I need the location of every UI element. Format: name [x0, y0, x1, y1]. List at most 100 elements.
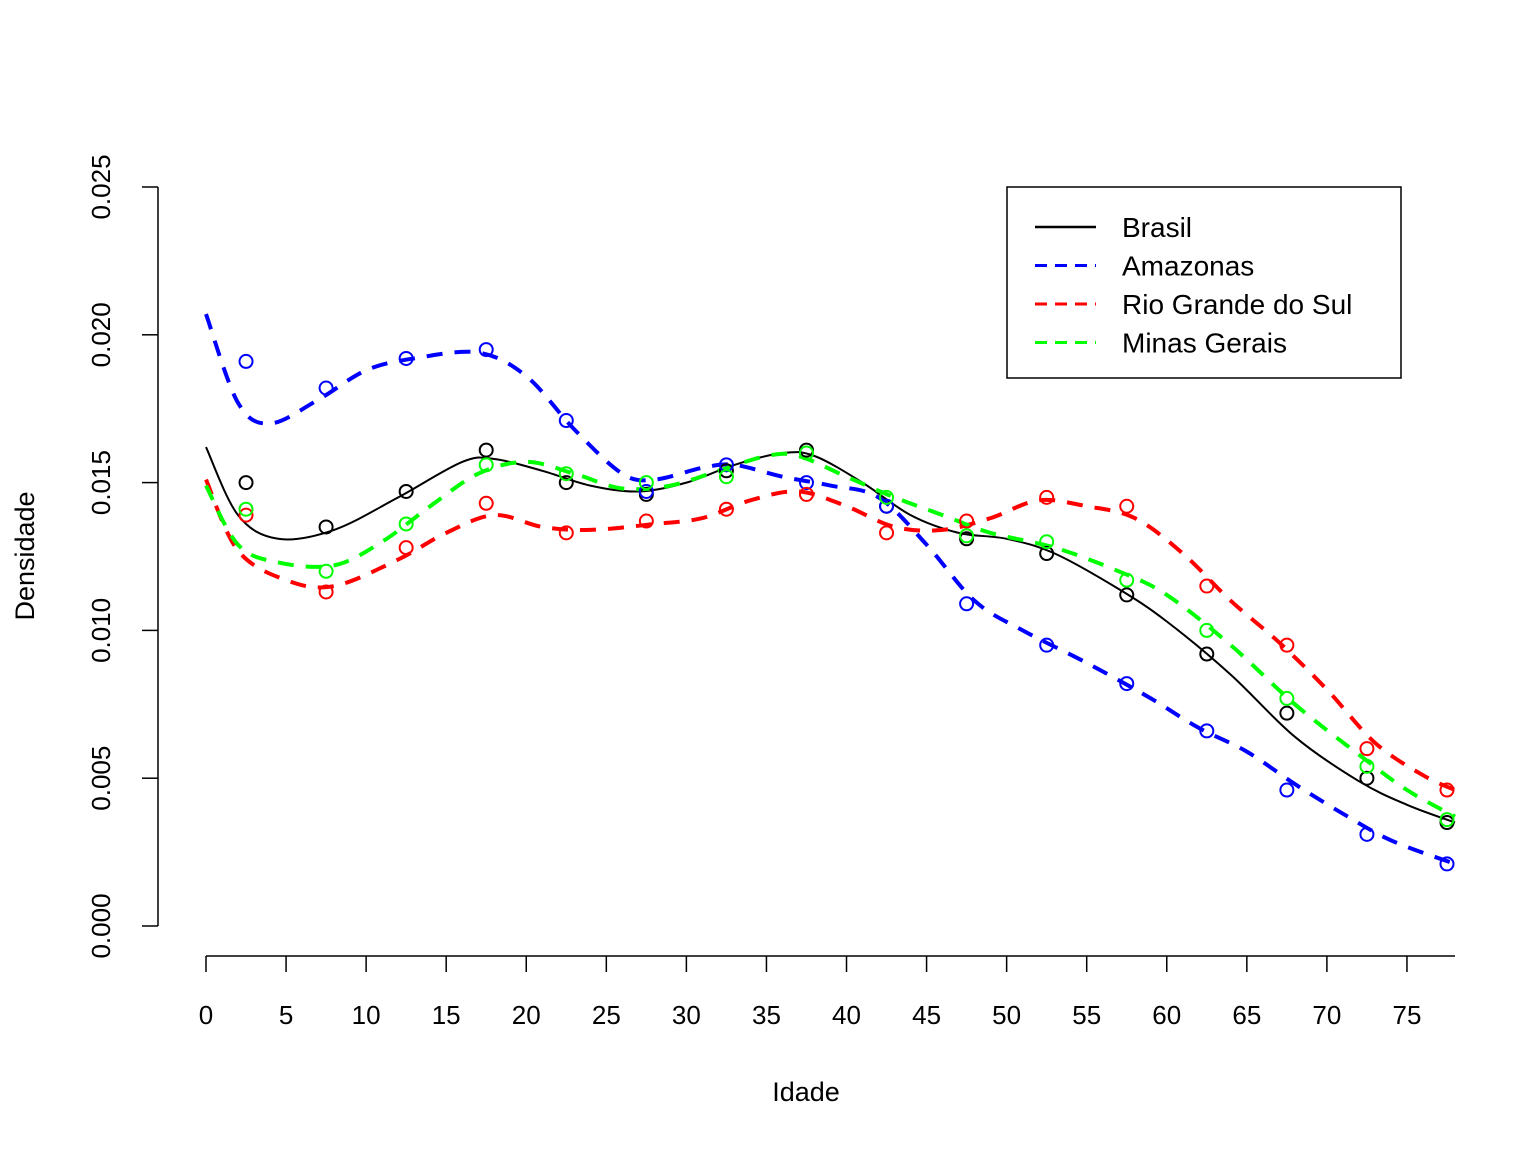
series-line-rio-grande-do-sul	[204, 478, 1456, 792]
x-tick-label: 25	[592, 1000, 621, 1030]
series-line-amazonas	[204, 313, 1456, 866]
x-tick-label: 50	[992, 1000, 1021, 1030]
data-point-amazonas	[638, 483, 654, 499]
data-point-amazonas	[718, 457, 734, 473]
y-tick-label: 0.000	[86, 893, 116, 958]
legend-label-amazonas: Amazonas	[1122, 251, 1254, 282]
data-point-minas-gerais	[638, 475, 654, 491]
x-tick-label: 75	[1393, 1000, 1422, 1030]
data-point-rio-grande-do-sul	[1199, 578, 1215, 594]
data-point-amazonas	[1279, 782, 1295, 798]
y-tick-label: 0.015	[86, 450, 116, 515]
data-point-rio-grande-do-sul	[1039, 489, 1055, 505]
data-point-rio-grande-do-sul	[1279, 637, 1295, 653]
data-point-brasil	[1439, 815, 1455, 831]
data-point-rio-grande-do-sul	[959, 513, 975, 529]
data-point-amazonas	[1439, 856, 1455, 872]
data-point-minas-gerais	[398, 516, 414, 532]
x-axis: 0 5 10 15 20 25 30 35 40 45 50 55 60 65 70 75	[199, 955, 1455, 1030]
data-point-minas-gerais	[718, 469, 734, 485]
data-point-brasil	[1279, 705, 1295, 721]
data-point-amazonas	[1039, 637, 1055, 653]
data-point-rio-grande-do-sul	[558, 525, 574, 541]
x-tick-label: 0	[199, 1000, 213, 1030]
data-point-rio-grande-do-sul	[318, 584, 334, 600]
y-tick-label: 0.025	[86, 154, 116, 219]
y-tick-label: 0.020	[86, 302, 116, 367]
y-tick-label: 0.005	[86, 746, 116, 811]
y-axis: 0.000 0.005 0.010 0.015 0.020 0.025	[86, 154, 159, 959]
data-point-brasil	[1119, 587, 1135, 603]
data-point-amazonas	[398, 350, 414, 366]
x-tick-label: 5	[279, 1000, 293, 1030]
x-tick-label: 10	[352, 1000, 381, 1030]
x-tick-label: 55	[1072, 1000, 1101, 1030]
data-point-brasil	[478, 442, 494, 458]
data-point-minas-gerais	[1359, 758, 1375, 774]
data-point-minas-gerais	[959, 528, 975, 544]
data-point-minas-gerais	[318, 563, 334, 579]
series-points	[238, 342, 1455, 872]
data-point-minas-gerais	[558, 466, 574, 482]
data-point-rio-grande-do-sul	[879, 525, 895, 541]
data-point-rio-grande-do-sul	[398, 540, 414, 556]
legend-label-rio-grande-do-sul: Rio Grande do Sul	[1122, 289, 1352, 320]
series-line-minas-gerais	[204, 451, 1456, 819]
x-tick-label: 70	[1312, 1000, 1341, 1030]
data-point-minas-gerais	[1439, 812, 1455, 828]
data-point-brasil	[1359, 770, 1375, 786]
data-point-brasil	[558, 475, 574, 491]
legend: Brasil Amazonas Rio Grande do Sul Minas Ger…	[1006, 186, 1402, 379]
x-axis-title: Idade	[772, 1077, 840, 1107]
data-point-amazonas	[238, 353, 254, 369]
data-point-brasil	[718, 463, 734, 479]
y-axis-title: Densidade	[10, 491, 40, 620]
series-curves	[204, 313, 1456, 866]
x-tick-label: 40	[832, 1000, 861, 1030]
data-point-rio-grande-do-sul	[238, 507, 254, 523]
x-tick-label: 45	[912, 1000, 941, 1030]
x-tick-label: 35	[752, 1000, 781, 1030]
data-point-rio-grande-do-sul	[1359, 741, 1375, 757]
data-point-amazonas	[1119, 676, 1135, 692]
legend-label-brasil: Brasil	[1122, 212, 1192, 243]
data-point-minas-gerais	[238, 501, 254, 517]
data-point-minas-gerais	[879, 489, 895, 505]
x-tick-label: 20	[512, 1000, 541, 1030]
data-point-amazonas	[1359, 826, 1375, 842]
data-point-minas-gerais	[1199, 622, 1215, 638]
data-point-rio-grande-do-sul	[638, 513, 654, 529]
data-point-rio-grande-do-sul	[1439, 782, 1455, 798]
data-point-brasil	[238, 475, 254, 491]
data-point-rio-grande-do-sul	[1119, 498, 1135, 514]
y-tick-label: 0.010	[86, 598, 116, 663]
legend-label-minas-gerais: Minas Gerais	[1122, 328, 1287, 359]
data-point-amazonas	[1199, 723, 1215, 739]
data-point-brasil	[1199, 646, 1215, 662]
data-point-minas-gerais	[1279, 690, 1295, 706]
data-point-brasil	[398, 483, 414, 499]
data-point-amazonas	[318, 380, 334, 396]
data-point-amazonas	[798, 475, 814, 491]
data-point-minas-gerais	[1039, 534, 1055, 550]
data-point-amazonas	[558, 413, 574, 429]
x-tick-label: 60	[1152, 1000, 1181, 1030]
data-point-amazonas	[879, 498, 895, 514]
data-point-minas-gerais	[1119, 572, 1135, 588]
x-tick-label: 65	[1232, 1000, 1261, 1030]
data-point-amazonas	[959, 596, 975, 612]
series-line-brasil	[205, 446, 1456, 824]
data-point-brasil	[798, 442, 814, 458]
data-point-amazonas	[478, 342, 494, 358]
data-point-rio-grande-do-sul	[478, 495, 494, 511]
legend-box	[1006, 186, 1402, 379]
data-point-brasil	[318, 519, 334, 535]
data-point-rio-grande-do-sul	[718, 501, 734, 517]
x-tick-label: 30	[672, 1000, 701, 1030]
data-point-rio-grande-do-sul	[798, 486, 814, 502]
data-point-minas-gerais	[478, 457, 494, 473]
x-tick-label: 15	[432, 1000, 461, 1030]
data-point-minas-gerais	[798, 445, 814, 461]
data-point-brasil	[1039, 546, 1055, 562]
